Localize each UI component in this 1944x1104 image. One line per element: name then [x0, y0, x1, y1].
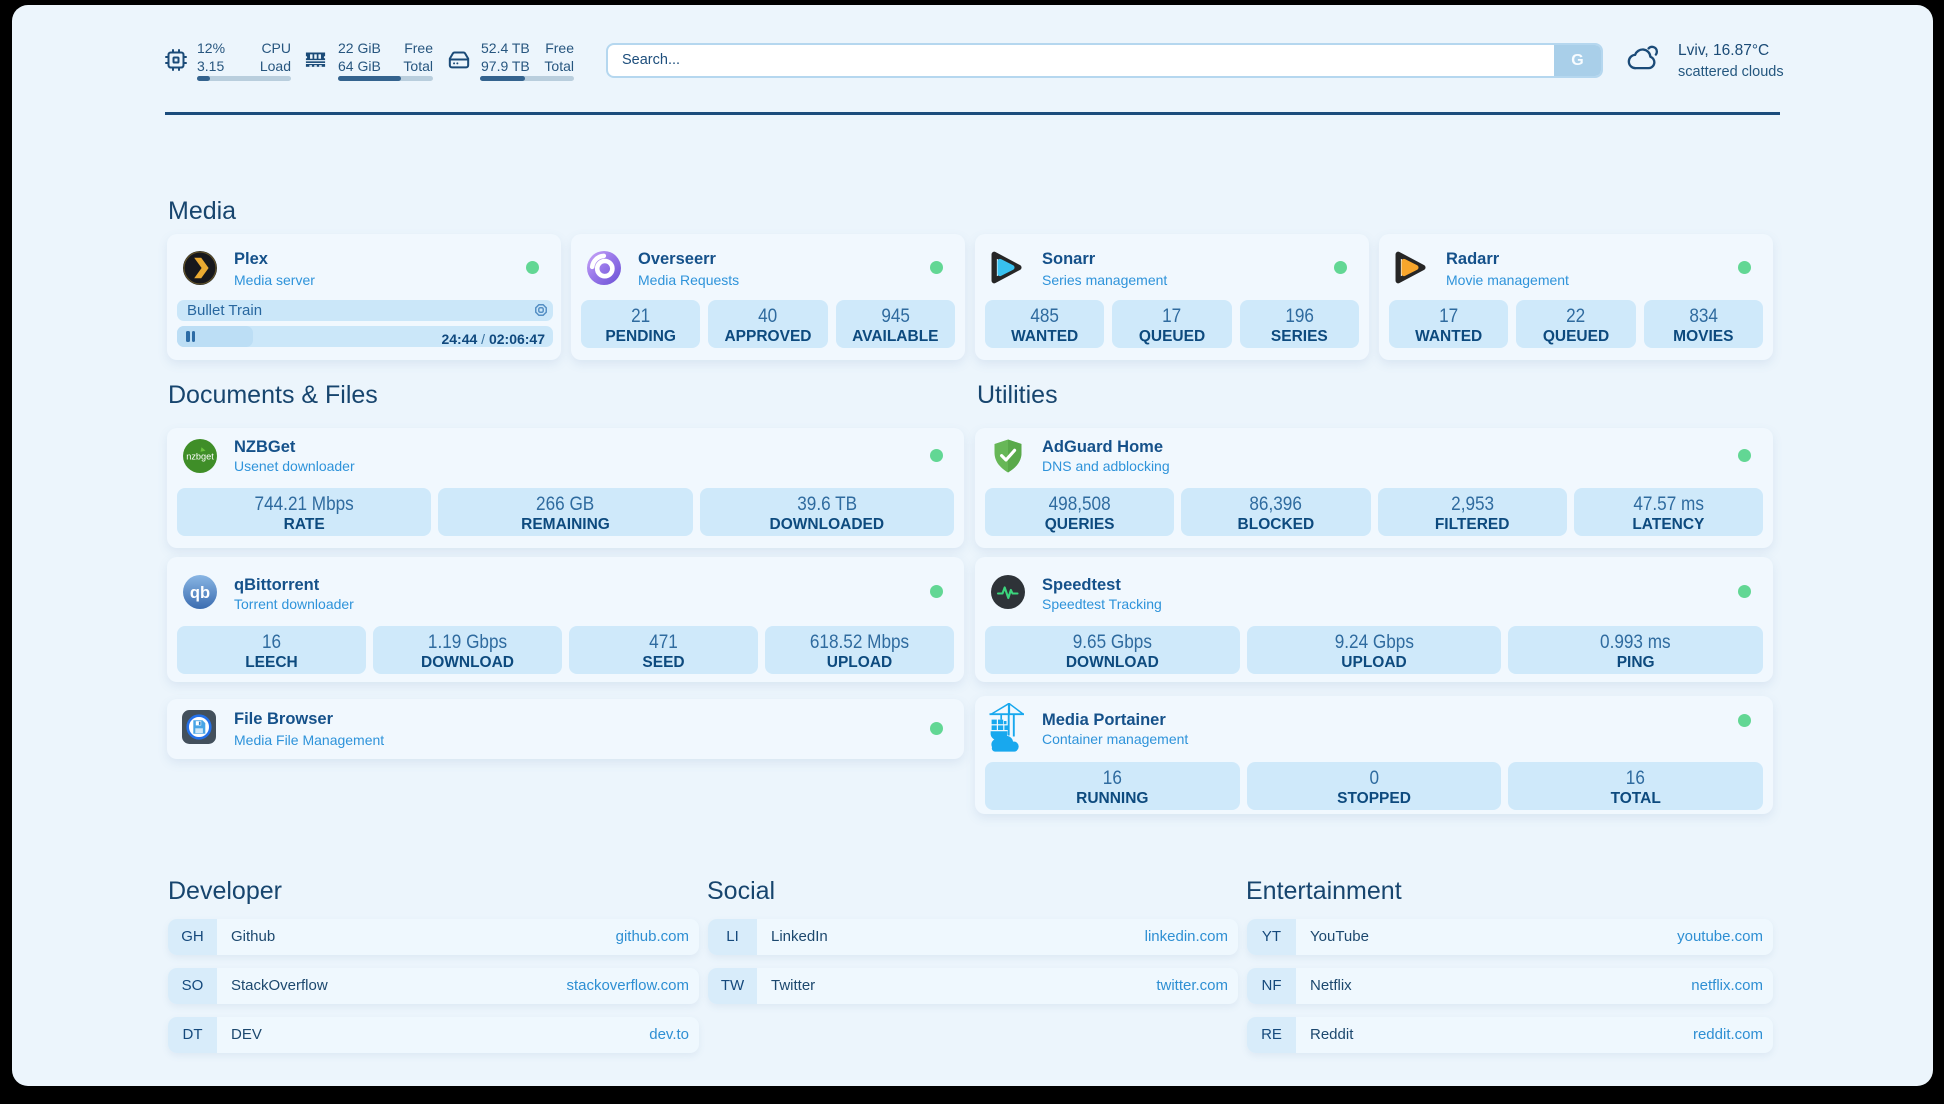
svg-text:qb: qb: [190, 584, 210, 602]
svg-text:nzbget: nzbget: [186, 452, 214, 462]
